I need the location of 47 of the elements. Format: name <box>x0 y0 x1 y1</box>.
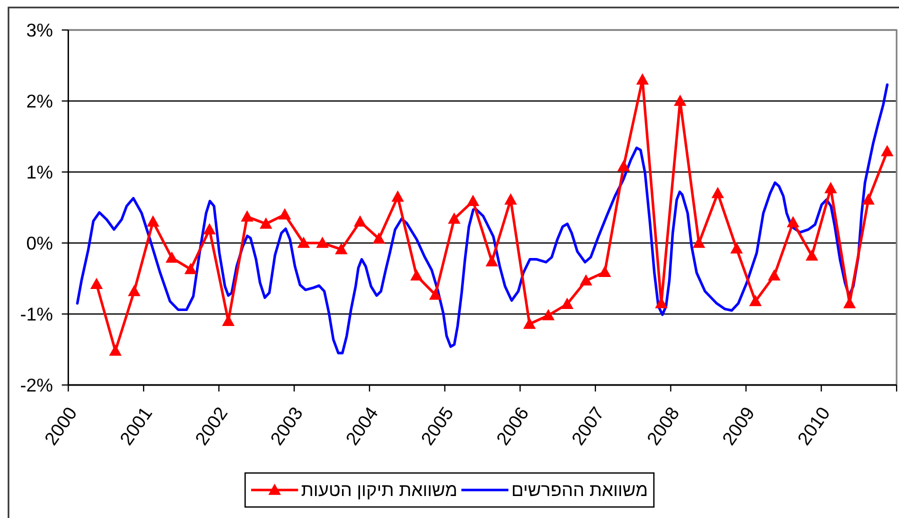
point <box>561 298 574 309</box>
point <box>203 224 216 234</box>
point <box>486 255 498 266</box>
point <box>674 95 686 106</box>
point <box>90 278 103 290</box>
point <box>166 252 178 263</box>
point <box>241 210 254 222</box>
point <box>316 237 328 248</box>
point <box>128 285 140 296</box>
legend-label: משוואת תיקון הטעות <box>301 480 458 500</box>
point <box>392 190 404 202</box>
point <box>806 250 818 261</box>
point <box>580 274 592 286</box>
y-tick-label: 2% <box>26 90 53 112</box>
point <box>278 208 291 220</box>
point <box>147 216 160 227</box>
point <box>598 266 611 277</box>
point <box>429 288 442 300</box>
point <box>881 145 894 156</box>
point <box>504 194 517 205</box>
y-tick-label: -2% <box>20 374 53 396</box>
point <box>787 216 800 228</box>
point <box>712 187 724 198</box>
point <box>372 232 385 244</box>
point <box>824 182 837 194</box>
y-tick-label: -1% <box>20 304 53 324</box>
point <box>749 295 762 306</box>
legend-label: משוואת ההפרשים <box>511 480 648 500</box>
y-tick-label: 1% <box>26 162 53 182</box>
point <box>335 243 348 254</box>
point <box>298 237 310 248</box>
point <box>768 270 780 281</box>
point <box>730 242 743 254</box>
y-tick-label: 0% <box>26 232 53 254</box>
point <box>542 309 554 320</box>
point <box>448 212 460 224</box>
point <box>109 344 122 356</box>
y-tick-label: 3% <box>26 20 53 40</box>
point <box>636 74 648 85</box>
point <box>862 194 874 205</box>
point <box>524 318 536 329</box>
point <box>260 218 272 229</box>
point <box>618 160 630 172</box>
point <box>354 216 366 227</box>
point <box>467 195 480 206</box>
point <box>184 263 197 274</box>
point <box>410 270 423 281</box>
